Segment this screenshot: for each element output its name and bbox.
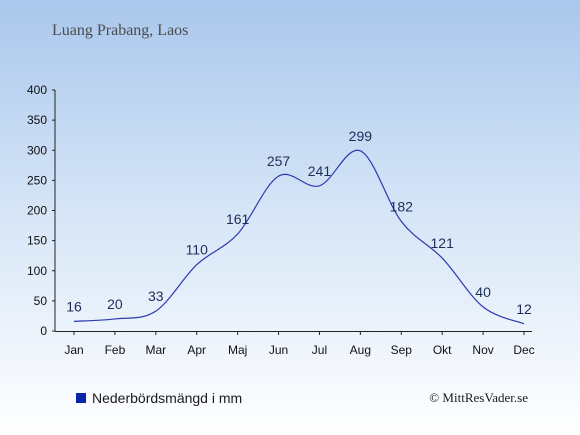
y-tick-label: 400	[27, 83, 47, 97]
data-label: 257	[267, 153, 291, 169]
y-tick-label: 300	[27, 143, 47, 157]
x-tick-label: Dec	[513, 343, 534, 357]
data-label: 241	[308, 163, 332, 179]
legend-swatch	[76, 393, 86, 403]
data-label: 182	[390, 198, 414, 214]
x-tick-label: Feb	[105, 343, 126, 357]
y-tick-label: 0	[40, 324, 47, 338]
chart-title: Luang Prabang, Laos	[52, 22, 189, 39]
data-label: 33	[148, 288, 164, 304]
y-tick-label: 200	[27, 204, 47, 218]
x-tick-label: Maj	[228, 343, 247, 357]
legend: Nederbördsmängd i mm	[76, 390, 242, 406]
y-tick-label: 150	[27, 234, 47, 248]
data-label: 110	[186, 242, 209, 258]
y-tick-label: 350	[27, 113, 47, 127]
credit: © MittResVader.se	[429, 390, 528, 405]
y-tick-label: 50	[34, 294, 48, 308]
data-label: 16	[66, 298, 82, 314]
legend-label: Nederbördsmängd i mm	[92, 390, 243, 406]
x-tick-label: Apr	[187, 343, 206, 357]
data-label: 161	[226, 211, 250, 227]
data-label: 20	[107, 296, 123, 312]
series-line	[73, 149, 525, 325]
y-tick-label: 250	[27, 173, 47, 187]
x-tick-label: Sep	[391, 343, 413, 357]
data-label: 121	[431, 235, 455, 251]
x-tick-label: Jul	[312, 343, 327, 357]
x-tick-label: Jun	[269, 343, 288, 357]
y-tick-label: 100	[27, 264, 47, 278]
x-tick-label: Nov	[472, 343, 493, 357]
data-label: 299	[349, 128, 373, 144]
x-tick-label: Okt	[433, 343, 452, 357]
x-tick-label: Aug	[350, 343, 371, 357]
x-tick-label: Jan	[64, 343, 83, 357]
data-label: 40	[475, 284, 491, 300]
x-tick-label: Mar	[145, 343, 166, 357]
data-label: 12	[516, 301, 532, 317]
